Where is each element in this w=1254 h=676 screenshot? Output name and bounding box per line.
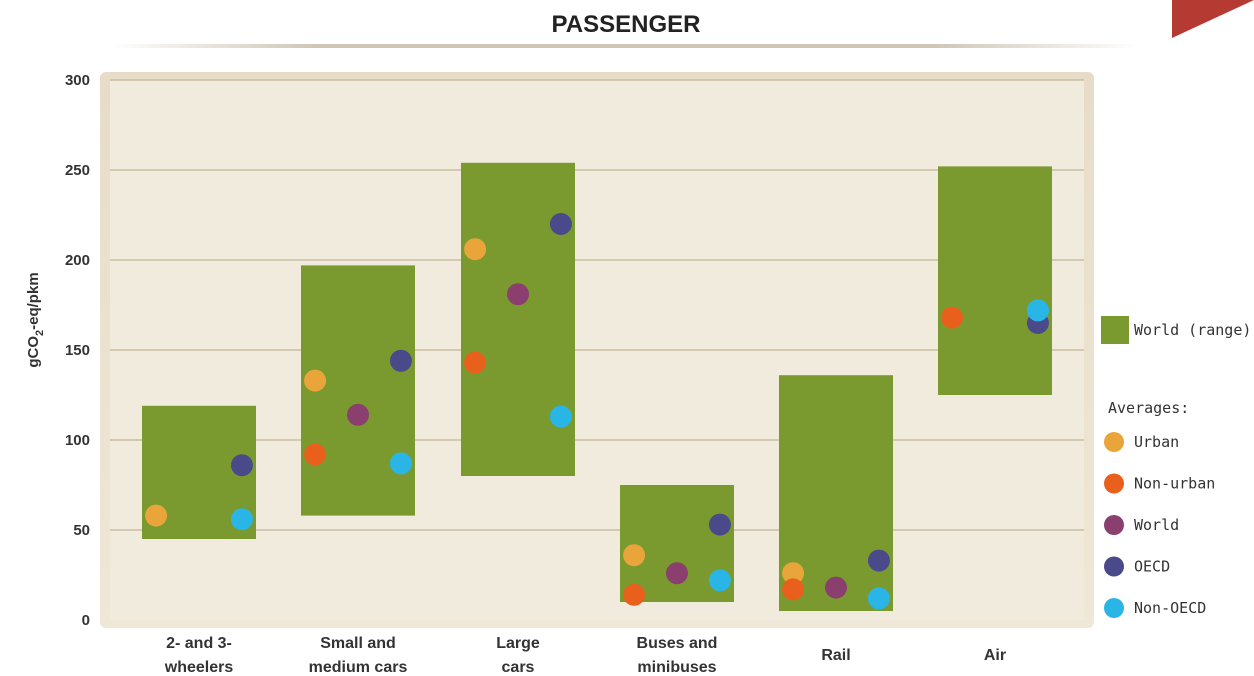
legend-marker-non-urban [1104, 473, 1124, 494]
data-point-non-oecd [708, 569, 731, 592]
data-point-non-urban [941, 306, 964, 329]
legend-label-non-oecd: Non-OECD [1134, 599, 1206, 617]
data-point-oecd [549, 213, 572, 235]
y-tick-label: 200 [65, 252, 90, 269]
y-axis-label: gCO2-eq/pkm [25, 272, 46, 367]
data-point-world [825, 576, 847, 599]
data-point-world [507, 283, 529, 306]
range-bar [461, 162, 575, 477]
y-axis-label-rest: -eq/pkm [25, 272, 42, 330]
corner-accent-icon [1172, 0, 1254, 38]
y-tick-label: 300 [65, 72, 90, 89]
data-point-oecd [389, 349, 412, 372]
legend-marker-world [1104, 515, 1124, 535]
x-category-label: Rail [821, 647, 850, 664]
chart-title: PASSENGER [552, 11, 701, 38]
data-point-urban [782, 562, 805, 585]
legend-label-non-urban: Non-urban [1134, 475, 1215, 493]
range-bar [301, 265, 415, 516]
data-point-oecd [230, 454, 253, 477]
data-point-non-urban [623, 583, 646, 606]
data-point-non-oecd [867, 587, 890, 610]
data-point-non-oecd [230, 508, 253, 531]
x-category-label: Air [984, 647, 1006, 664]
title-rule [110, 44, 1140, 48]
data-point-urban [464, 238, 487, 261]
legend-swatch-range [1101, 316, 1129, 344]
legend-marker-non-oecd [1104, 598, 1124, 618]
legend-label-urban: Urban [1134, 433, 1179, 451]
data-point-urban [145, 504, 168, 527]
y-tick-label: 50 [73, 522, 90, 539]
legend-label-oecd: OECD [1134, 558, 1170, 576]
x-category-label: wheelers [164, 659, 234, 676]
y-tick-label: 150 [65, 342, 90, 359]
x-category-label: minibuses [637, 659, 716, 676]
legend-label-world: World [1134, 516, 1179, 534]
y-axis-label-main: gCO [25, 336, 42, 368]
x-category-label: Small and [320, 635, 396, 652]
data-point-urban [304, 369, 327, 392]
data-point-non-oecd [549, 405, 572, 428]
data-point-non-oecd [389, 452, 412, 475]
legend-label-range: World (range) [1134, 321, 1251, 339]
legend-averages-title: Averages: [1108, 399, 1189, 417]
y-tick-label: 0 [82, 612, 90, 629]
x-axis-categories: 2- and 3- wheelers Small and medium cars Lar… [164, 635, 1006, 676]
data-point-world [347, 403, 369, 426]
y-axis-ticks: 0 50 100 150 200 250 300 [65, 72, 90, 629]
legend: World (range) Averages: Urban Non-urban Wo… [1101, 316, 1251, 618]
data-point-non-oecd [1026, 299, 1049, 322]
data-point-urban [623, 544, 646, 567]
legend-series: Urban Non-urban World OECD Non-OECD [1104, 432, 1215, 618]
legend-marker-oecd [1104, 556, 1124, 577]
y-axis-label-subscript: 2 [34, 330, 46, 336]
data-point-oecd [708, 513, 731, 536]
x-category-label: Large [496, 635, 540, 652]
gridlines [110, 79, 1084, 531]
data-point-non-urban [464, 351, 487, 374]
data-point-world [666, 562, 688, 585]
range-bar [938, 166, 1052, 395]
x-category-label: Buses and [637, 635, 718, 652]
data-point-oecd [867, 549, 890, 572]
data-point-non-urban [304, 443, 327, 466]
y-tick-label: 100 [65, 432, 90, 449]
data-point-non-urban [782, 578, 805, 601]
x-category-label: medium cars [309, 659, 408, 676]
y-tick-label: 250 [65, 162, 90, 179]
average-points [145, 213, 1049, 610]
legend-marker-urban [1104, 432, 1124, 452]
x-category-label: cars [502, 659, 535, 676]
x-category-label: 2- and 3- [166, 635, 232, 652]
